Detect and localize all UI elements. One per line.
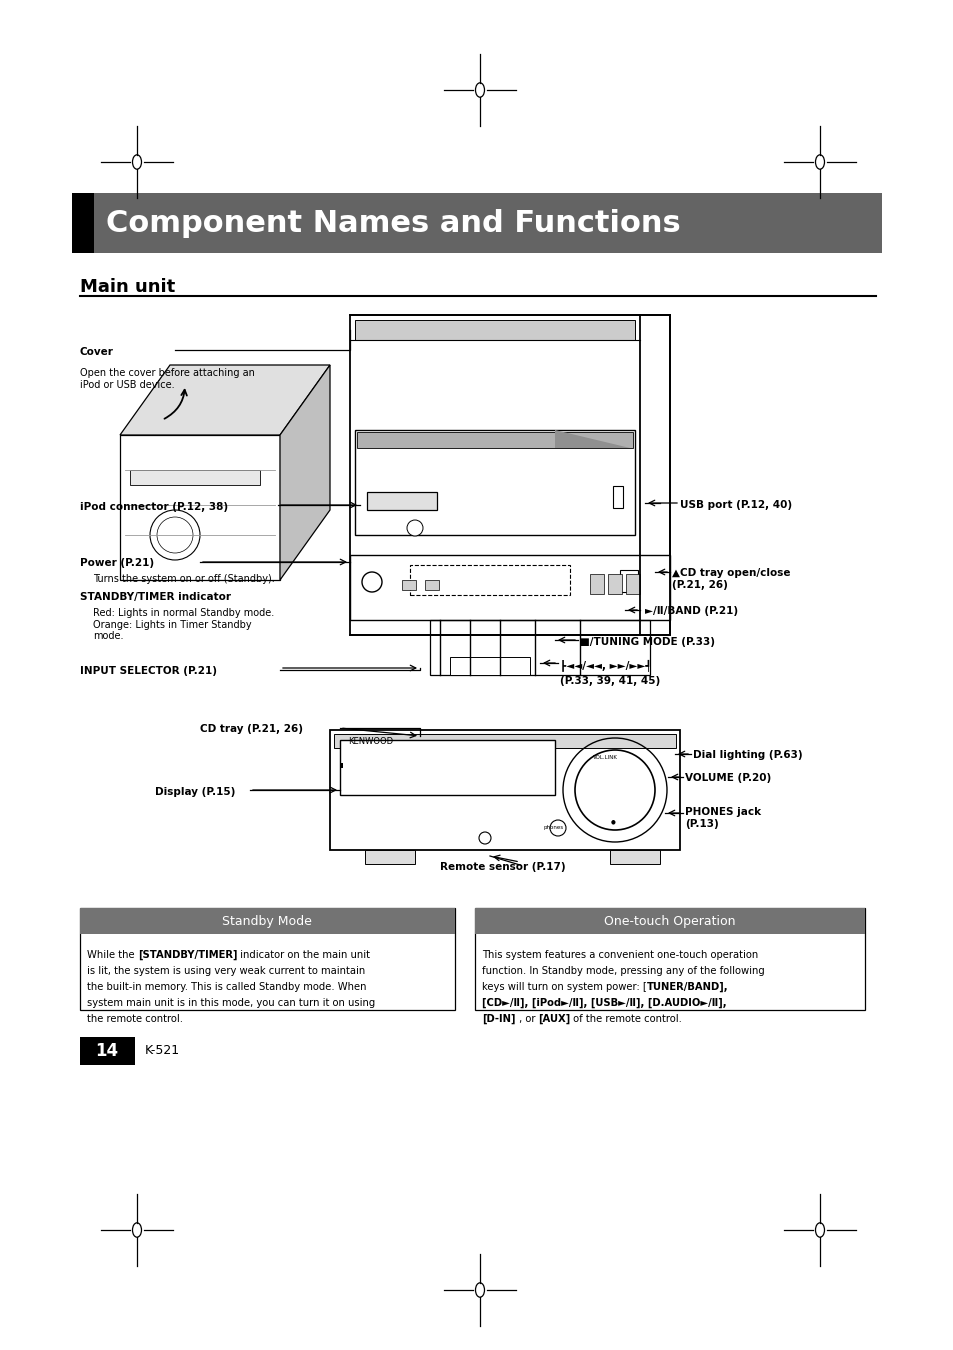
- Bar: [339, 740, 555, 795]
- Bar: [589, 574, 603, 594]
- Bar: [350, 555, 669, 620]
- Text: TUNER/BAND],: TUNER/BAND],: [646, 981, 728, 992]
- Text: ┣◄◄/◄◄, ►►/►►┩: ┣◄◄/◄◄, ►►/►►┩: [559, 660, 651, 672]
- Text: Dial lighting (P.63): Dial lighting (P.63): [692, 751, 801, 760]
- Text: VOL.LINK: VOL.LINK: [593, 756, 618, 760]
- Bar: [450, 657, 530, 675]
- Circle shape: [575, 751, 655, 830]
- Text: keys will turn on system power: [: keys will turn on system power: [: [481, 981, 646, 992]
- Bar: [356, 432, 633, 448]
- Text: function. In Standby mode, pressing any of the following: function. In Standby mode, pressing any …: [481, 967, 764, 976]
- Bar: [367, 491, 436, 510]
- Text: (P.33, 39, 41, 45): (P.33, 39, 41, 45): [559, 676, 659, 686]
- Text: ▲CD tray open/close
(P.21, 26): ▲CD tray open/close (P.21, 26): [671, 568, 790, 590]
- Text: 14: 14: [95, 1042, 118, 1060]
- Text: Power (P.21): Power (P.21): [80, 558, 154, 568]
- Circle shape: [478, 832, 491, 844]
- Bar: [365, 850, 415, 864]
- Circle shape: [407, 520, 422, 536]
- Text: system main unit is in this mode, you can turn it on using: system main unit is in this mode, you ca…: [87, 998, 375, 1008]
- Circle shape: [150, 510, 200, 560]
- Text: This system features a convenient one-touch operation: This system features a convenient one-to…: [481, 950, 758, 960]
- Polygon shape: [120, 364, 330, 435]
- Bar: [350, 315, 669, 634]
- Text: Display (P.15): Display (P.15): [154, 787, 235, 796]
- Text: K-521: K-521: [145, 1045, 180, 1057]
- Text: the built-in memory. This is called Standby mode. When: the built-in memory. This is called Stan…: [87, 981, 366, 992]
- Text: Open the cover before attaching an
iPod or USB device.: Open the cover before attaching an iPod …: [80, 369, 254, 390]
- Text: One-touch Operation: One-touch Operation: [603, 914, 735, 927]
- Text: Turns the system on or off (Standby).: Turns the system on or off (Standby).: [92, 574, 274, 585]
- Bar: [607, 574, 621, 594]
- Bar: [410, 566, 569, 595]
- Text: of the remote control.: of the remote control.: [570, 1014, 681, 1025]
- Text: the remote control.: the remote control.: [87, 1014, 183, 1025]
- Bar: [334, 734, 676, 748]
- Text: Main unit: Main unit: [80, 278, 175, 296]
- Text: indicator on the main unit: indicator on the main unit: [237, 950, 370, 960]
- Text: INPUT SELECTOR (P.21): INPUT SELECTOR (P.21): [80, 666, 216, 676]
- Text: Component Names and Functions: Component Names and Functions: [106, 208, 680, 238]
- Text: Standby Mode: Standby Mode: [222, 914, 312, 927]
- Text: phones: phones: [543, 825, 563, 830]
- Bar: [355, 431, 635, 535]
- Bar: [330, 730, 679, 850]
- Text: Cover: Cover: [80, 347, 113, 356]
- Text: ●: ●: [610, 819, 615, 825]
- Bar: [120, 435, 280, 580]
- Text: USB port (P.12, 40): USB port (P.12, 40): [679, 500, 791, 510]
- Bar: [475, 909, 864, 934]
- Text: KENWOOD: KENWOOD: [348, 737, 393, 747]
- Bar: [424, 580, 438, 590]
- Circle shape: [550, 819, 565, 836]
- Text: CD tray (P.21, 26): CD tray (P.21, 26): [200, 724, 303, 734]
- Text: VOLUME (P.20): VOLUME (P.20): [684, 774, 770, 783]
- Text: Red: Lights in normal Standby mode.
Orange: Lights in Timer Standby
mode.: Red: Lights in normal Standby mode. Oran…: [92, 608, 274, 641]
- Bar: [609, 850, 659, 864]
- Text: is lit, the system is using very weak current to maintain: is lit, the system is using very weak cu…: [87, 967, 365, 976]
- Text: [AUX]: [AUX]: [537, 1014, 570, 1025]
- Polygon shape: [280, 364, 330, 580]
- Text: STANDBY/TIMER indicator: STANDBY/TIMER indicator: [80, 593, 231, 602]
- Bar: [339, 763, 343, 768]
- Bar: [80, 1037, 135, 1065]
- Bar: [355, 320, 635, 340]
- Bar: [619, 570, 638, 593]
- Text: ►/Ⅱ/BAND (P.21): ►/Ⅱ/BAND (P.21): [644, 606, 738, 616]
- Text: Remote sensor (P.17): Remote sensor (P.17): [439, 863, 565, 872]
- Bar: [71, 193, 882, 252]
- Bar: [80, 909, 455, 1010]
- Text: iPod connector (P.12, 38): iPod connector (P.12, 38): [80, 502, 228, 512]
- Text: [D-IN]: [D-IN]: [481, 1014, 515, 1025]
- Text: , or: , or: [515, 1014, 537, 1025]
- Bar: [430, 620, 649, 675]
- Bar: [475, 909, 864, 1010]
- Text: ■/TUNING MODE (P.33): ■/TUNING MODE (P.33): [579, 637, 714, 647]
- Text: While the: While the: [87, 950, 137, 960]
- Text: [CD►/Ⅱ], [iPod►/Ⅱ], [USB►/Ⅱ], [D.AUDIO►/Ⅱ],: [CD►/Ⅱ], [iPod►/Ⅱ], [USB►/Ⅱ], [D.AUDIO►/…: [481, 998, 726, 1008]
- Text: [STANDBY/TIMER]: [STANDBY/TIMER]: [137, 950, 237, 960]
- Polygon shape: [555, 431, 629, 448]
- Text: PHONES jack
(P.13): PHONES jack (P.13): [684, 807, 760, 829]
- Bar: [401, 580, 416, 590]
- Bar: [130, 470, 260, 485]
- Circle shape: [361, 572, 381, 593]
- Bar: [80, 909, 455, 934]
- Bar: [625, 574, 639, 594]
- Bar: [71, 193, 94, 252]
- Bar: [613, 486, 622, 508]
